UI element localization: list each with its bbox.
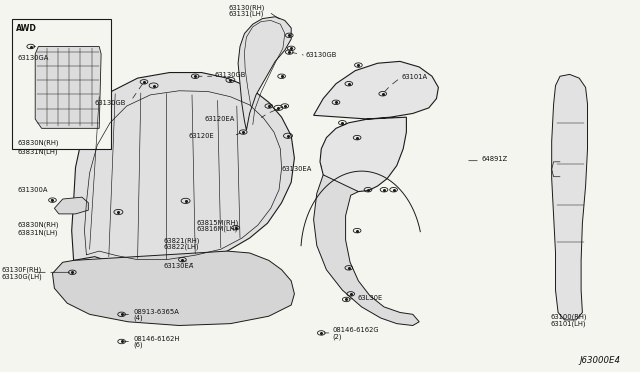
Text: AWD: AWD xyxy=(16,24,37,33)
Text: 63130GB: 63130GB xyxy=(306,52,337,58)
Text: 63100(RH): 63100(RH) xyxy=(550,314,587,320)
Text: 63130(RH): 63130(RH) xyxy=(228,5,264,12)
Text: J63000E4: J63000E4 xyxy=(580,356,621,365)
Text: 63816M(LH): 63816M(LH) xyxy=(196,225,238,232)
Polygon shape xyxy=(552,74,588,320)
Polygon shape xyxy=(54,197,88,214)
Polygon shape xyxy=(52,251,294,326)
Text: 63815M(RH): 63815M(RH) xyxy=(196,219,239,226)
Text: 63101(LH): 63101(LH) xyxy=(550,320,586,327)
Text: 63822(LH): 63822(LH) xyxy=(163,244,198,250)
Text: 63831N(LH): 63831N(LH) xyxy=(18,230,58,237)
Text: 08913-6365A: 08913-6365A xyxy=(133,309,179,315)
Text: 63830N(RH): 63830N(RH) xyxy=(18,140,60,147)
Polygon shape xyxy=(238,17,291,130)
Text: 63831N(LH): 63831N(LH) xyxy=(18,148,58,155)
Text: 63130GB: 63130GB xyxy=(214,72,246,78)
Polygon shape xyxy=(314,175,419,326)
Text: (6): (6) xyxy=(133,341,143,348)
Polygon shape xyxy=(72,73,294,266)
Polygon shape xyxy=(35,46,101,128)
Text: 63120EA: 63120EA xyxy=(205,116,235,122)
Text: 08146-6162G: 08146-6162G xyxy=(333,327,380,333)
Text: 631300A: 631300A xyxy=(18,187,49,193)
Text: 63101A: 63101A xyxy=(402,74,428,80)
Text: 08146-6162H: 08146-6162H xyxy=(133,336,179,341)
Text: 63130G(LH): 63130G(LH) xyxy=(1,274,42,280)
Bar xyxy=(12,19,111,149)
Text: 63830N(RH): 63830N(RH) xyxy=(18,222,60,228)
Text: (2): (2) xyxy=(333,333,342,340)
Text: 63821(RH): 63821(RH) xyxy=(163,237,200,244)
Text: (4): (4) xyxy=(133,315,143,321)
Text: 63131(LH): 63131(LH) xyxy=(228,11,264,17)
Text: 63120E: 63120E xyxy=(189,133,214,139)
Text: 63130GB: 63130GB xyxy=(95,100,126,106)
Text: 64891Z: 64891Z xyxy=(482,156,508,162)
Text: 63L30E: 63L30E xyxy=(357,295,382,301)
Text: 63130GA: 63130GA xyxy=(18,55,49,61)
Text: 63130EA: 63130EA xyxy=(163,263,193,269)
Text: 63130EA: 63130EA xyxy=(282,166,312,172)
Text: 63130F(RH): 63130F(RH) xyxy=(1,266,42,273)
Polygon shape xyxy=(314,61,438,192)
